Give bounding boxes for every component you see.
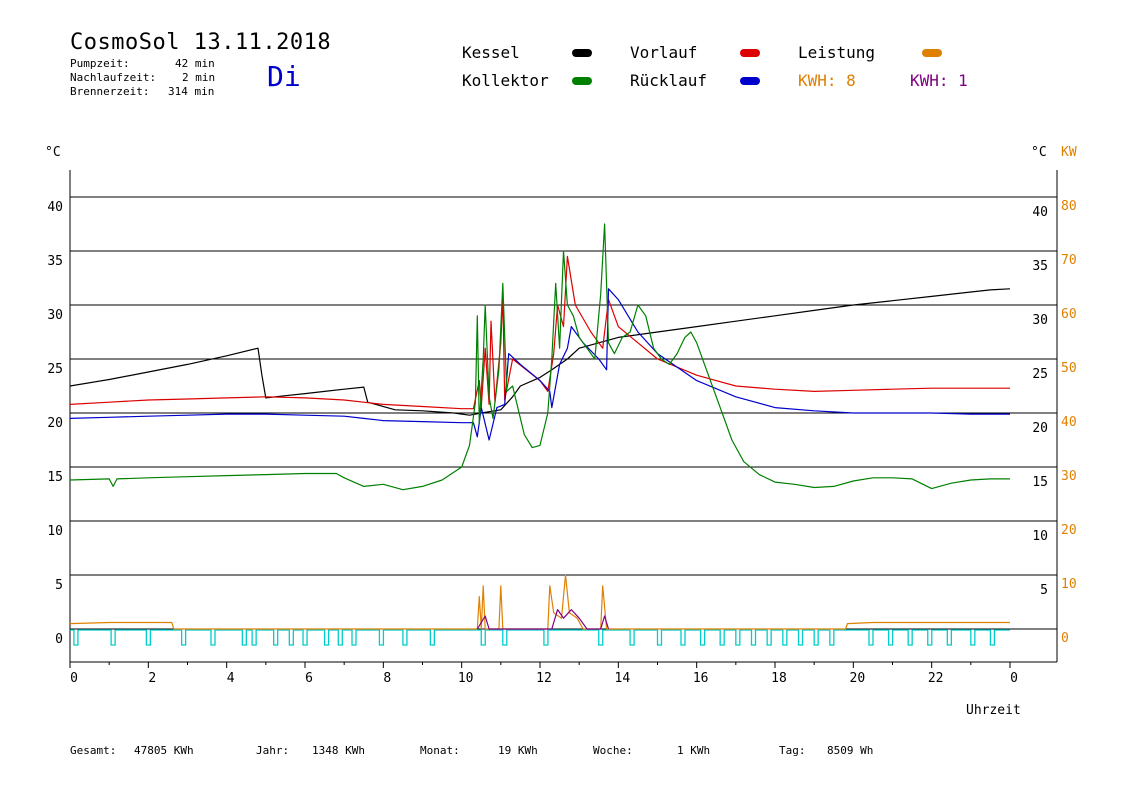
y-tick-label-right-kw: 40 xyxy=(1061,415,1077,430)
legend-vorlauf-label: Vorlauf xyxy=(630,43,698,62)
legend-leistung-swatch xyxy=(922,49,942,57)
y-axis-title-right-c: °C xyxy=(1031,145,1047,160)
series-line-kwh-1 xyxy=(476,608,610,630)
x-tick-label: 20 xyxy=(850,671,866,686)
x-tick-label: 6 xyxy=(305,671,313,686)
x-tick-label: 16 xyxy=(693,671,709,686)
legend-ruecklauf-label: Rücklauf xyxy=(630,71,708,90)
y-axis-title-left: °C xyxy=(45,145,61,160)
stat-brennerzeit-value: 314 min xyxy=(168,85,215,98)
stat-brennerzeit-label: Brennerzeit: xyxy=(70,85,150,98)
footer-monat-value: 19 KWh xyxy=(498,744,538,757)
footer-jahr-label: Jahr: xyxy=(256,744,290,757)
footer-tag-value: 8509 Wh xyxy=(827,744,874,757)
chart-title: CosmoSol 13.11.2018 xyxy=(70,30,332,55)
footer-monat-label: Monat: xyxy=(420,744,460,757)
series-line-r-cklauf xyxy=(69,288,1010,441)
x-tick-label: 12 xyxy=(536,671,552,686)
pump-status-line xyxy=(70,629,1010,646)
footer-woche-value: 1 KWh xyxy=(677,744,711,757)
y-tick-label-left: 20 xyxy=(47,416,63,431)
legend-kwh-second: KWH: 1 xyxy=(910,71,968,90)
legend-kessel-swatch xyxy=(572,49,592,57)
series-line-kessel xyxy=(69,288,1011,416)
y-tick-label-left: 0 xyxy=(55,632,63,647)
legend-kollektor-swatch xyxy=(572,77,592,85)
y-tick-label-left: 30 xyxy=(47,308,63,323)
y-tick-label-right-c: 25 xyxy=(1032,367,1048,382)
footer-gesamt-label: Gesamt: xyxy=(70,744,117,757)
x-tick-label: 4 xyxy=(227,671,235,686)
footer-tag-label: Tag: xyxy=(779,744,806,757)
y-tick-label-right-kw: 70 xyxy=(1061,253,1077,268)
x-tick-label: 0 xyxy=(1010,671,1018,686)
y-tick-label-right-c: 35 xyxy=(1032,259,1048,274)
x-tick-label: 18 xyxy=(771,671,787,686)
y-tick-label-left: 5 xyxy=(55,578,63,593)
legend-kessel-label: Kessel xyxy=(462,43,520,62)
y-tick-label-right-c: 20 xyxy=(1032,421,1048,436)
footer-woche-label: Woche: xyxy=(593,744,633,757)
y-tick-label-right-c: 30 xyxy=(1032,313,1048,328)
footer-jahr-value: 1348 KWh xyxy=(312,744,365,757)
stat-pumpzeit-value: 42 min xyxy=(175,57,215,70)
y-tick-label-right-kw: 50 xyxy=(1061,361,1077,376)
y-tick-label-right-kw: 0 xyxy=(1061,631,1069,646)
y-tick-label-right-kw: 80 xyxy=(1061,199,1077,214)
x-tick-label: 2 xyxy=(148,671,156,686)
y-tick-label-right-kw: 60 xyxy=(1061,307,1077,322)
stat-nachlaufzeit-label: Nachlaufzeit: xyxy=(70,71,157,84)
series-line-vorlauf xyxy=(69,255,1010,410)
y-tick-label-right-c: 40 xyxy=(1032,205,1048,220)
legend-leistung-label: Leistung xyxy=(798,43,876,62)
legend-ruecklauf-swatch xyxy=(740,77,760,85)
y-tick-label-right-c: 5 xyxy=(1040,583,1048,598)
legend-kwh-solar: KWH: 8 xyxy=(798,71,856,90)
x-tick-label: 14 xyxy=(615,671,631,686)
y-tick-label-left: 15 xyxy=(47,470,63,485)
y-tick-label-right-kw: 10 xyxy=(1061,577,1077,592)
y-axis-title-right-kw: KW xyxy=(1061,145,1077,160)
footer-gesamt-value: 47805 KWh xyxy=(134,744,194,757)
x-axis-title: Uhrzeit xyxy=(966,703,1021,718)
y-tick-label-right-c: 10 xyxy=(1032,529,1048,544)
y-tick-label-left: 40 xyxy=(47,200,63,215)
y-tick-label-right-kw: 30 xyxy=(1061,469,1077,484)
y-tick-label-right-kw: 20 xyxy=(1061,523,1077,538)
y-tick-label-left: 10 xyxy=(47,524,63,539)
temperature-chart: 0510152025303540510152025303540010203040… xyxy=(45,145,1077,718)
legend-vorlauf-swatch xyxy=(740,49,760,57)
stat-pumpzeit-label: Pumpzeit: xyxy=(70,57,130,70)
weekday-label: Di xyxy=(267,60,301,93)
x-tick-label: 0 xyxy=(70,671,78,686)
legend-kollektor-label: Kollektor xyxy=(462,71,549,90)
stat-nachlaufzeit-value: 2 min xyxy=(182,71,216,84)
x-tick-label: 22 xyxy=(928,671,944,686)
y-tick-label-left: 35 xyxy=(47,254,63,269)
y-tick-label-right-c: 15 xyxy=(1032,475,1048,490)
series-line-leistung xyxy=(69,574,1010,630)
series-line-kollektor xyxy=(69,223,1010,491)
y-tick-label-left: 25 xyxy=(47,362,63,377)
x-tick-label: 8 xyxy=(383,671,391,686)
x-tick-label: 10 xyxy=(458,671,474,686)
